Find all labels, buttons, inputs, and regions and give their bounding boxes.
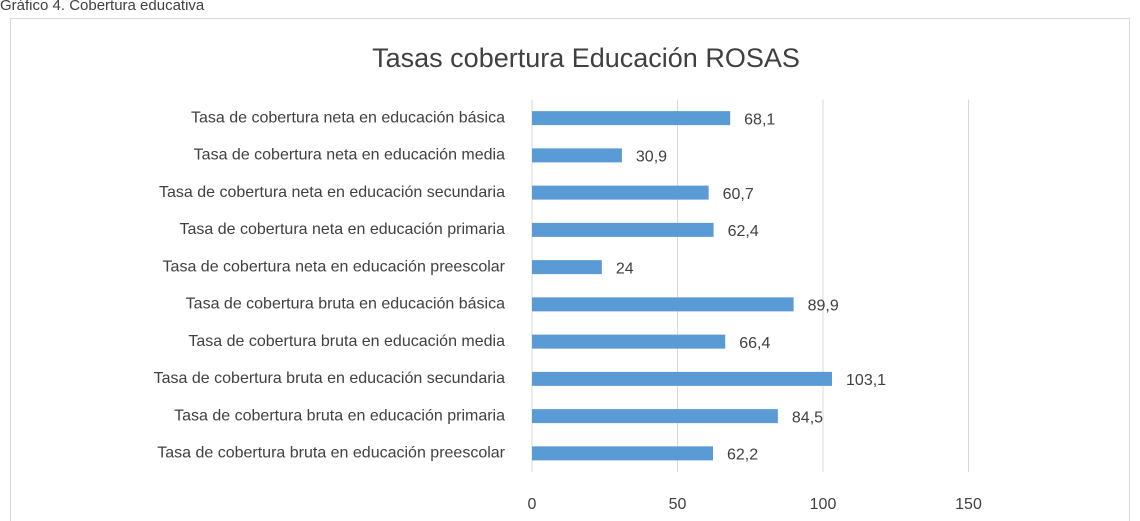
- caption: Gráfico 4. Cobertura educativa: [0, 0, 205, 14]
- value-label: 66,4: [739, 335, 770, 352]
- value-label: 89,9: [808, 298, 839, 315]
- y-tick-label: Tasa de cobertura bruta en educación pri…: [174, 407, 505, 424]
- value-label: 68,1: [744, 111, 775, 128]
- bar: [532, 260, 602, 275]
- value-label: 84,5: [792, 409, 823, 426]
- y-tick-label: Tasa de cobertura neta en educación secu…: [159, 184, 505, 201]
- y-tick-label: Tasa de cobertura neta en educación pree…: [163, 258, 506, 275]
- x-tick-label: 0: [528, 496, 537, 513]
- y-tick-label: Tasa de cobertura bruta en educación med…: [188, 333, 505, 350]
- bar: [532, 409, 778, 424]
- y-tick-label: Tasa de cobertura neta en educación bási…: [191, 109, 505, 126]
- bar: [532, 297, 794, 312]
- bar: [532, 185, 709, 200]
- y-tick-label: Tasa de cobertura bruta en educación pre…: [157, 445, 505, 462]
- y-tick-label: Tasa de cobertura bruta en educación bás…: [186, 296, 505, 313]
- value-label: 30,9: [636, 149, 667, 166]
- value-label: 60,7: [723, 186, 754, 203]
- bar: [532, 148, 622, 163]
- bar: [532, 371, 833, 386]
- y-tick-label: Tasa de cobertura neta en educación prim…: [179, 221, 505, 238]
- value-label: 62,4: [728, 223, 759, 240]
- bar: [532, 446, 714, 461]
- x-tick-label: 150: [955, 496, 982, 513]
- value-label: 103,1: [846, 372, 886, 389]
- value-label: 24: [616, 260, 634, 277]
- bar: [532, 222, 714, 237]
- bar: [532, 334, 726, 349]
- y-tick-label: Tasa de cobertura neta en educación medi…: [194, 147, 505, 164]
- x-tick-label: 50: [669, 496, 687, 513]
- x-tick-label: 100: [810, 496, 837, 513]
- value-label: 62,2: [727, 447, 758, 464]
- y-tick-label: Tasa de cobertura bruta en educación sec…: [154, 370, 505, 387]
- bar: [532, 111, 731, 126]
- chart-title: Tasas cobertura Educación ROSAS: [372, 43, 800, 73]
